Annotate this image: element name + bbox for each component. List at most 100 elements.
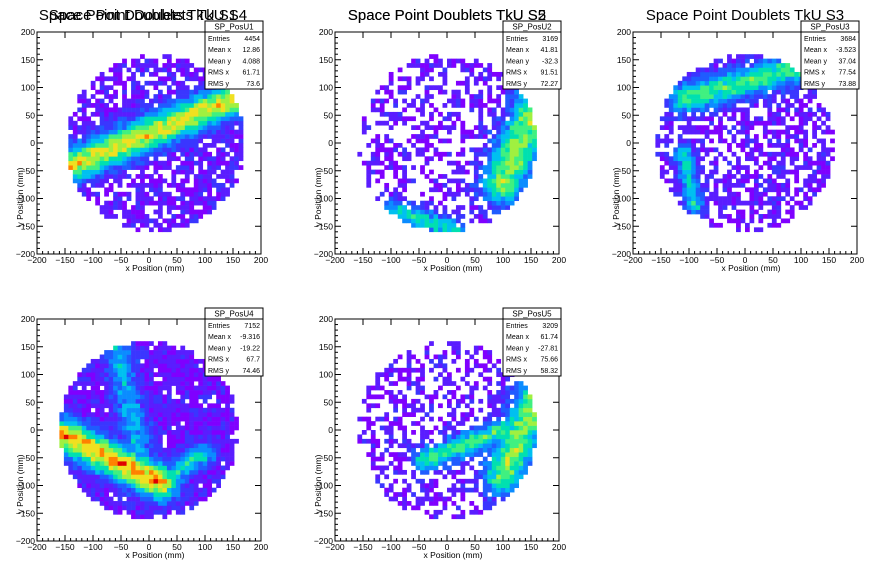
- heatmap-cell: [762, 71, 768, 77]
- heatmap-cell: [126, 505, 132, 511]
- heatmap-cell: [749, 214, 755, 219]
- heatmap-cell: [455, 447, 461, 453]
- heatmap-cell: [758, 58, 764, 64]
- heatmap-cell: [753, 143, 759, 148]
- heatmap-cell: [72, 434, 78, 440]
- heatmap-cell: [415, 461, 421, 466]
- heatmap-cell: [482, 129, 488, 135]
- heatmap-cell: [491, 421, 497, 426]
- heatmap-cell: [126, 98, 132, 104]
- heatmap-cell: [518, 169, 524, 175]
- heatmap-cell: [415, 390, 421, 395]
- heatmap-cell: [131, 345, 136, 351]
- heatmap-cell: [157, 151, 163, 157]
- heatmap-cell: [216, 390, 221, 395]
- heatmap-cell: [700, 116, 705, 122]
- y-tick-label: 200: [319, 27, 333, 37]
- heatmap-cell: [460, 447, 466, 453]
- heatmap-cell: [99, 416, 105, 422]
- heatmap-cell: [166, 496, 172, 502]
- heatmap-cell: [68, 160, 74, 166]
- heatmap-cell: [469, 425, 475, 431]
- heatmap-cell: [81, 143, 87, 148]
- heatmap-cell: [193, 182, 199, 188]
- heatmap-cell: [532, 156, 537, 162]
- heatmap-cell: [771, 120, 777, 126]
- heatmap-cell: [113, 143, 118, 148]
- heatmap-cell: [180, 381, 186, 386]
- heatmap-cell: [90, 487, 96, 493]
- heatmap-cell: [175, 461, 181, 466]
- heatmap-cell: [785, 178, 791, 184]
- heatmap-cell: [99, 209, 105, 215]
- heatmap-cell: [370, 443, 376, 449]
- heatmap-cell: [402, 98, 407, 104]
- heatmap-cell: [478, 425, 484, 431]
- heatmap-cell: [81, 191, 87, 197]
- heatmap-cell: [193, 85, 199, 91]
- heatmap-cell: [509, 200, 515, 206]
- heatmap-cell: [90, 129, 96, 135]
- heatmap-cell: [131, 385, 136, 391]
- heatmap-cell: [95, 169, 101, 175]
- heatmap-cell: [518, 107, 524, 113]
- heatmap-cell: [90, 425, 96, 431]
- heatmap-cell: [180, 187, 186, 193]
- heatmap-cell: [460, 80, 466, 86]
- heatmap-cell: [821, 178, 826, 184]
- heatmap-cell: [220, 196, 226, 202]
- heatmap-cell: [491, 107, 497, 113]
- heatmap-cell: [487, 376, 493, 382]
- heatmap-cell: [415, 456, 421, 462]
- heatmap-cell: [433, 187, 439, 193]
- heatmap-cell: [86, 187, 92, 193]
- heatmap-cell: [153, 465, 159, 471]
- heatmap-cell: [429, 394, 434, 400]
- heatmap-cell: [211, 443, 217, 449]
- heatmap-cell: [157, 138, 163, 144]
- heatmap-cell: [673, 174, 679, 179]
- heatmap-cell: [388, 71, 394, 77]
- heatmap-cell: [388, 390, 394, 395]
- heatmap-cell: [113, 174, 118, 179]
- heatmap-cell: [144, 63, 150, 68]
- heatmap-cell: [722, 85, 728, 91]
- heatmap-cell: [704, 76, 710, 82]
- heatmap-cell: [727, 94, 732, 99]
- heatmap-cell: [140, 54, 145, 59]
- heatmap-cell: [122, 156, 127, 162]
- heatmap-cell: [682, 165, 688, 170]
- heatmap-cell: [72, 385, 78, 391]
- heatmap-cell: [166, 107, 172, 113]
- heatmap-cell: [162, 407, 168, 413]
- heatmap-cell: [166, 372, 172, 378]
- heatmap-cell: [411, 354, 416, 360]
- heatmap-cell: [229, 416, 235, 422]
- heatmap-cell: [144, 403, 150, 409]
- heatmap-cell: [509, 196, 515, 202]
- heatmap-cell: [95, 403, 101, 409]
- heatmap-cell: [153, 151, 159, 157]
- heatmap-cell: [487, 367, 493, 373]
- heatmap-cell: [473, 191, 479, 197]
- heatmap-cell: [117, 174, 123, 179]
- heatmap-cell: [473, 182, 479, 188]
- heatmap-cell: [193, 134, 199, 139]
- heatmap-cell: [487, 469, 493, 475]
- heatmap-cells: [357, 54, 537, 233]
- heatmap-cell: [108, 447, 114, 453]
- heatmap-cell: [108, 138, 114, 144]
- heatmap-cell: [198, 111, 204, 117]
- heatmap-cell: [785, 191, 791, 197]
- heatmap-cell: [180, 147, 186, 153]
- heatmap-cell: [162, 63, 168, 68]
- heatmap-cell: [175, 496, 181, 502]
- heatmap-cell: [424, 147, 430, 153]
- heatmap-cell: [771, 218, 777, 224]
- heatmap-cell: [424, 125, 430, 130]
- heatmap-cell: [451, 178, 457, 184]
- heatmap-cell: [162, 465, 168, 471]
- heatmap-cell: [402, 174, 407, 179]
- heatmap-cell: [420, 191, 425, 197]
- heatmap-cell: [81, 421, 87, 426]
